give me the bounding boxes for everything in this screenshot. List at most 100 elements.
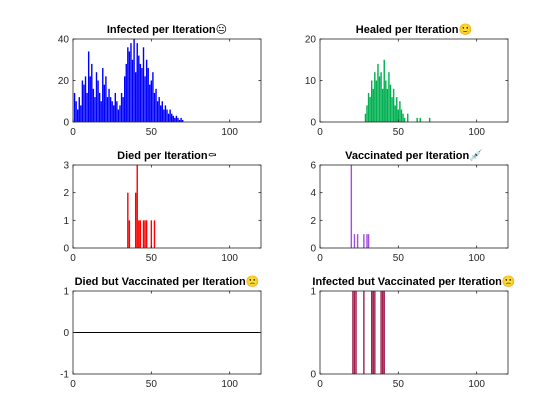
bar — [152, 72, 154, 122]
bar — [378, 76, 381, 122]
bar — [363, 234, 365, 248]
bar — [102, 68, 104, 122]
bar — [134, 192, 137, 248]
bar — [92, 88, 95, 122]
bar — [396, 97, 398, 122]
x-tick-label: 50 — [393, 379, 405, 390]
bar — [167, 113, 170, 122]
x-tick-label: 0 — [70, 127, 76, 138]
bar — [178, 119, 181, 122]
bar — [139, 63, 142, 122]
subplot-4: Vaccinated per Iteration💉 0 50 100 0 2 4 6 — [310, 149, 509, 264]
y-tick-label: 1 — [310, 287, 316, 298]
bar — [138, 220, 140, 248]
y-tick-label: 4 — [310, 188, 316, 199]
bar — [91, 63, 93, 122]
bar — [419, 117, 421, 122]
x-tick-label: 50 — [393, 127, 405, 138]
bar — [87, 51, 90, 123]
x-tick-label: 0 — [70, 379, 76, 390]
bar — [120, 92, 123, 122]
subplot-5: Died but Vaccinated per Iteration🙁 0 50 100… — [60, 275, 262, 390]
bar — [106, 97, 109, 122]
bar — [158, 97, 160, 122]
bar — [116, 101, 118, 122]
bar — [394, 105, 396, 122]
bar — [160, 105, 162, 122]
subplot-title: Healed per Iteration🙂 — [356, 23, 472, 36]
bar — [397, 109, 400, 122]
bar — [144, 76, 146, 122]
y-tick-label: 3 — [63, 161, 69, 172]
bar — [122, 97, 124, 122]
bar — [94, 97, 96, 122]
bar — [175, 115, 178, 122]
bar — [100, 101, 102, 122]
bar — [145, 59, 148, 122]
bar — [114, 92, 117, 122]
bar — [103, 84, 106, 122]
y-tick-label: 10 — [305, 76, 317, 87]
bar — [95, 72, 98, 122]
bar — [125, 63, 127, 122]
bar — [381, 291, 384, 374]
bar — [138, 55, 140, 122]
bar — [108, 88, 110, 122]
bar — [386, 88, 389, 122]
bar — [383, 59, 385, 122]
bar — [150, 220, 153, 248]
bar — [180, 117, 182, 122]
bar — [136, 165, 138, 248]
bar — [181, 119, 184, 122]
bar — [352, 291, 354, 374]
x-tick-label: 100 — [468, 379, 485, 390]
bar — [89, 76, 91, 122]
bar — [391, 97, 393, 122]
bar — [392, 88, 395, 122]
bar — [141, 68, 143, 122]
bar — [367, 92, 370, 122]
x-tick-label: 50 — [146, 253, 158, 264]
bar — [370, 291, 373, 374]
bar — [374, 72, 376, 122]
x-tick-label: 0 — [317, 253, 323, 264]
y-tick-label: 1 — [63, 216, 69, 227]
bar — [147, 68, 149, 122]
bar — [369, 97, 371, 122]
bar — [117, 109, 120, 122]
bar — [163, 109, 165, 122]
bar — [169, 109, 171, 122]
bar — [374, 291, 376, 374]
bar — [139, 220, 142, 248]
bar — [86, 92, 88, 122]
bar — [131, 59, 134, 122]
bar — [372, 291, 374, 374]
bar — [174, 117, 176, 122]
x-tick-label: 0 — [70, 253, 76, 264]
axes-box — [72, 164, 262, 249]
bar — [145, 220, 148, 248]
bar — [149, 84, 151, 122]
bar — [123, 76, 126, 122]
y-tick-label: 0 — [63, 244, 69, 255]
subplot-title: Vaccinated per Iteration💉 — [345, 149, 483, 162]
bar — [84, 76, 87, 122]
bar — [356, 234, 359, 248]
bar — [380, 291, 382, 374]
bar — [364, 113, 367, 122]
bar — [144, 220, 146, 248]
bar — [385, 80, 387, 122]
bar — [153, 92, 156, 122]
bar — [389, 84, 392, 122]
x-tick-label: 50 — [146, 379, 158, 390]
bar — [366, 234, 368, 248]
bar — [127, 47, 129, 122]
bar — [111, 101, 113, 122]
bar — [367, 234, 370, 248]
y-tick-label: 6 — [310, 161, 316, 172]
y-tick-label: 20 — [58, 76, 70, 87]
bar — [73, 92, 76, 122]
bar — [153, 220, 156, 248]
bar — [400, 109, 403, 122]
bar — [166, 109, 168, 122]
